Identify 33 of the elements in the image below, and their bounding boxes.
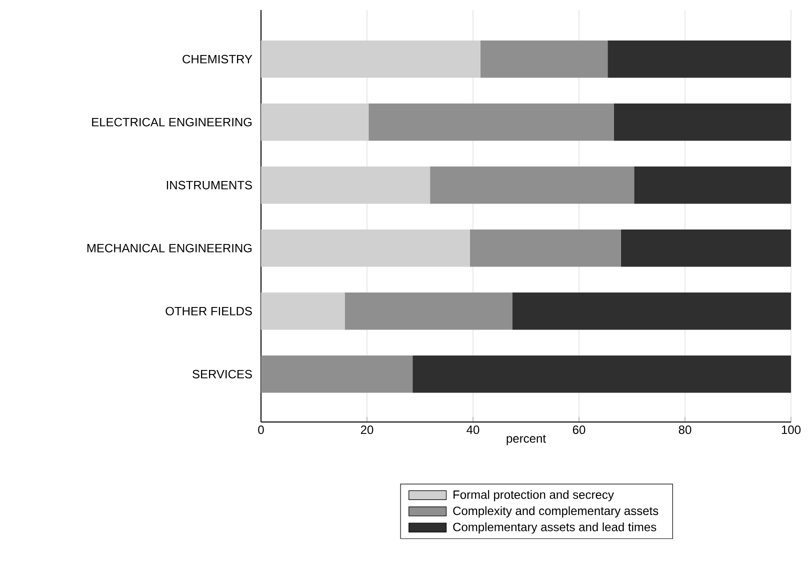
y-tick-label: MECHANICAL ENGINEERING bbox=[87, 244, 252, 252]
y-tick-label: ELECTRICAL ENGINEERING bbox=[92, 118, 252, 126]
bar bbox=[608, 40, 792, 78]
x-tick-label: 20 bbox=[360, 426, 374, 434]
bar bbox=[412, 356, 792, 393]
y-tick-label: SERVICES bbox=[192, 370, 252, 378]
bar bbox=[512, 292, 792, 330]
y-tick-label: OTHER FIELDS bbox=[166, 306, 252, 316]
y-tick-label: INSTRUMENTS bbox=[166, 180, 252, 190]
x-axis-title: percent bbox=[506, 434, 546, 446]
bar bbox=[261, 230, 470, 267]
bar bbox=[261, 292, 345, 330]
bar bbox=[261, 356, 413, 393]
x-tick-label: 60 bbox=[572, 426, 586, 434]
legend-label: Formal protection and secrecy bbox=[454, 490, 614, 502]
bar bbox=[620, 230, 792, 267]
bar bbox=[634, 166, 792, 204]
bar bbox=[261, 166, 430, 204]
bar bbox=[480, 40, 608, 78]
bar bbox=[430, 166, 634, 204]
x-tick-label: 40 bbox=[466, 426, 480, 434]
x-tick-label: 0 bbox=[258, 426, 264, 434]
bar bbox=[470, 230, 621, 267]
bar bbox=[261, 40, 480, 78]
x-tick-label: 100 bbox=[782, 426, 801, 434]
legend-label: Complementary assets and lead times bbox=[453, 522, 656, 534]
bar bbox=[614, 104, 792, 141]
legend-label: Complexity and complementary assets bbox=[453, 506, 658, 518]
bar bbox=[261, 104, 369, 141]
y-tick-label: CHEMISTRY bbox=[182, 54, 252, 64]
bar bbox=[344, 292, 512, 330]
bar bbox=[368, 104, 614, 141]
x-tick-label: 80 bbox=[678, 426, 692, 434]
